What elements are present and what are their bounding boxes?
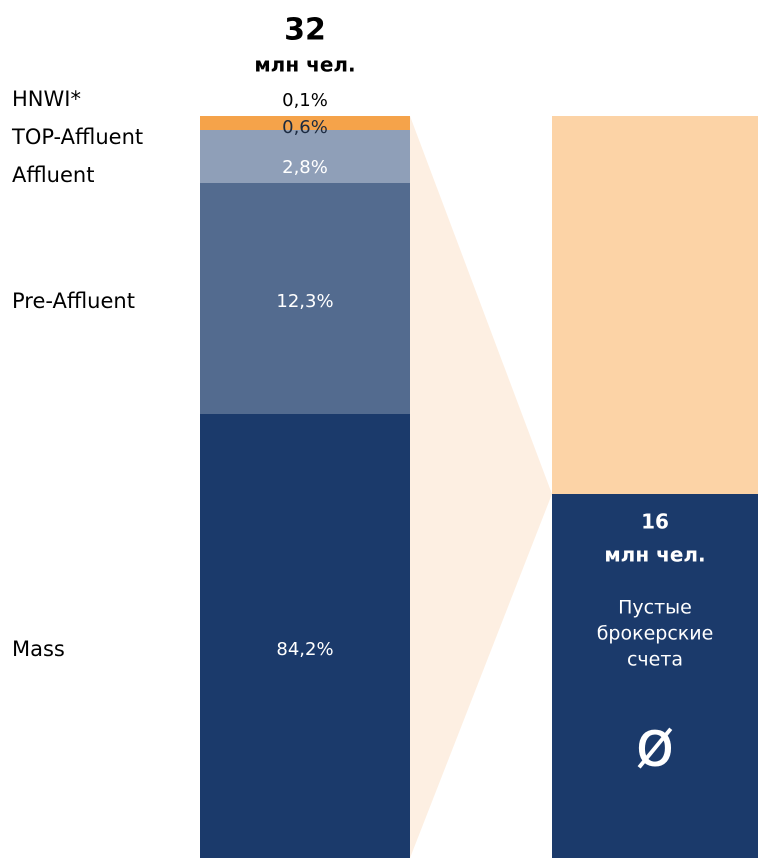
caption-line: брокерские	[597, 623, 714, 645]
segment-affluent	[200, 130, 410, 183]
caption-line: счета	[627, 649, 683, 671]
category-label: Pre-Affluent	[12, 289, 135, 313]
segment-top-affluent	[200, 116, 410, 130]
symbol: ø	[635, 708, 674, 782]
segment-empty-accounts	[552, 494, 758, 858]
value-label: 2,8%	[282, 157, 328, 178]
unit: млн чел.	[254, 53, 355, 77]
segment-empty-top	[552, 116, 758, 494]
value-label: 0,1%	[282, 90, 328, 111]
category-label: HNWI*	[12, 87, 81, 111]
funnel	[410, 116, 552, 858]
category-label: Affluent	[12, 163, 94, 187]
value-label: 84,2%	[276, 639, 333, 660]
value-label: 0,6%	[282, 117, 328, 138]
right-total: 16	[641, 510, 669, 534]
total: 32	[284, 13, 326, 48]
right-unit: млн чел.	[604, 543, 705, 567]
segment-pre-affluent	[200, 183, 410, 414]
caption-line: Пустые	[618, 597, 692, 619]
segment-mass	[200, 414, 410, 858]
category-label: Mass	[12, 637, 65, 661]
value-label: 12,3%	[276, 291, 333, 312]
category-label: TOP-Affluent	[11, 125, 143, 149]
